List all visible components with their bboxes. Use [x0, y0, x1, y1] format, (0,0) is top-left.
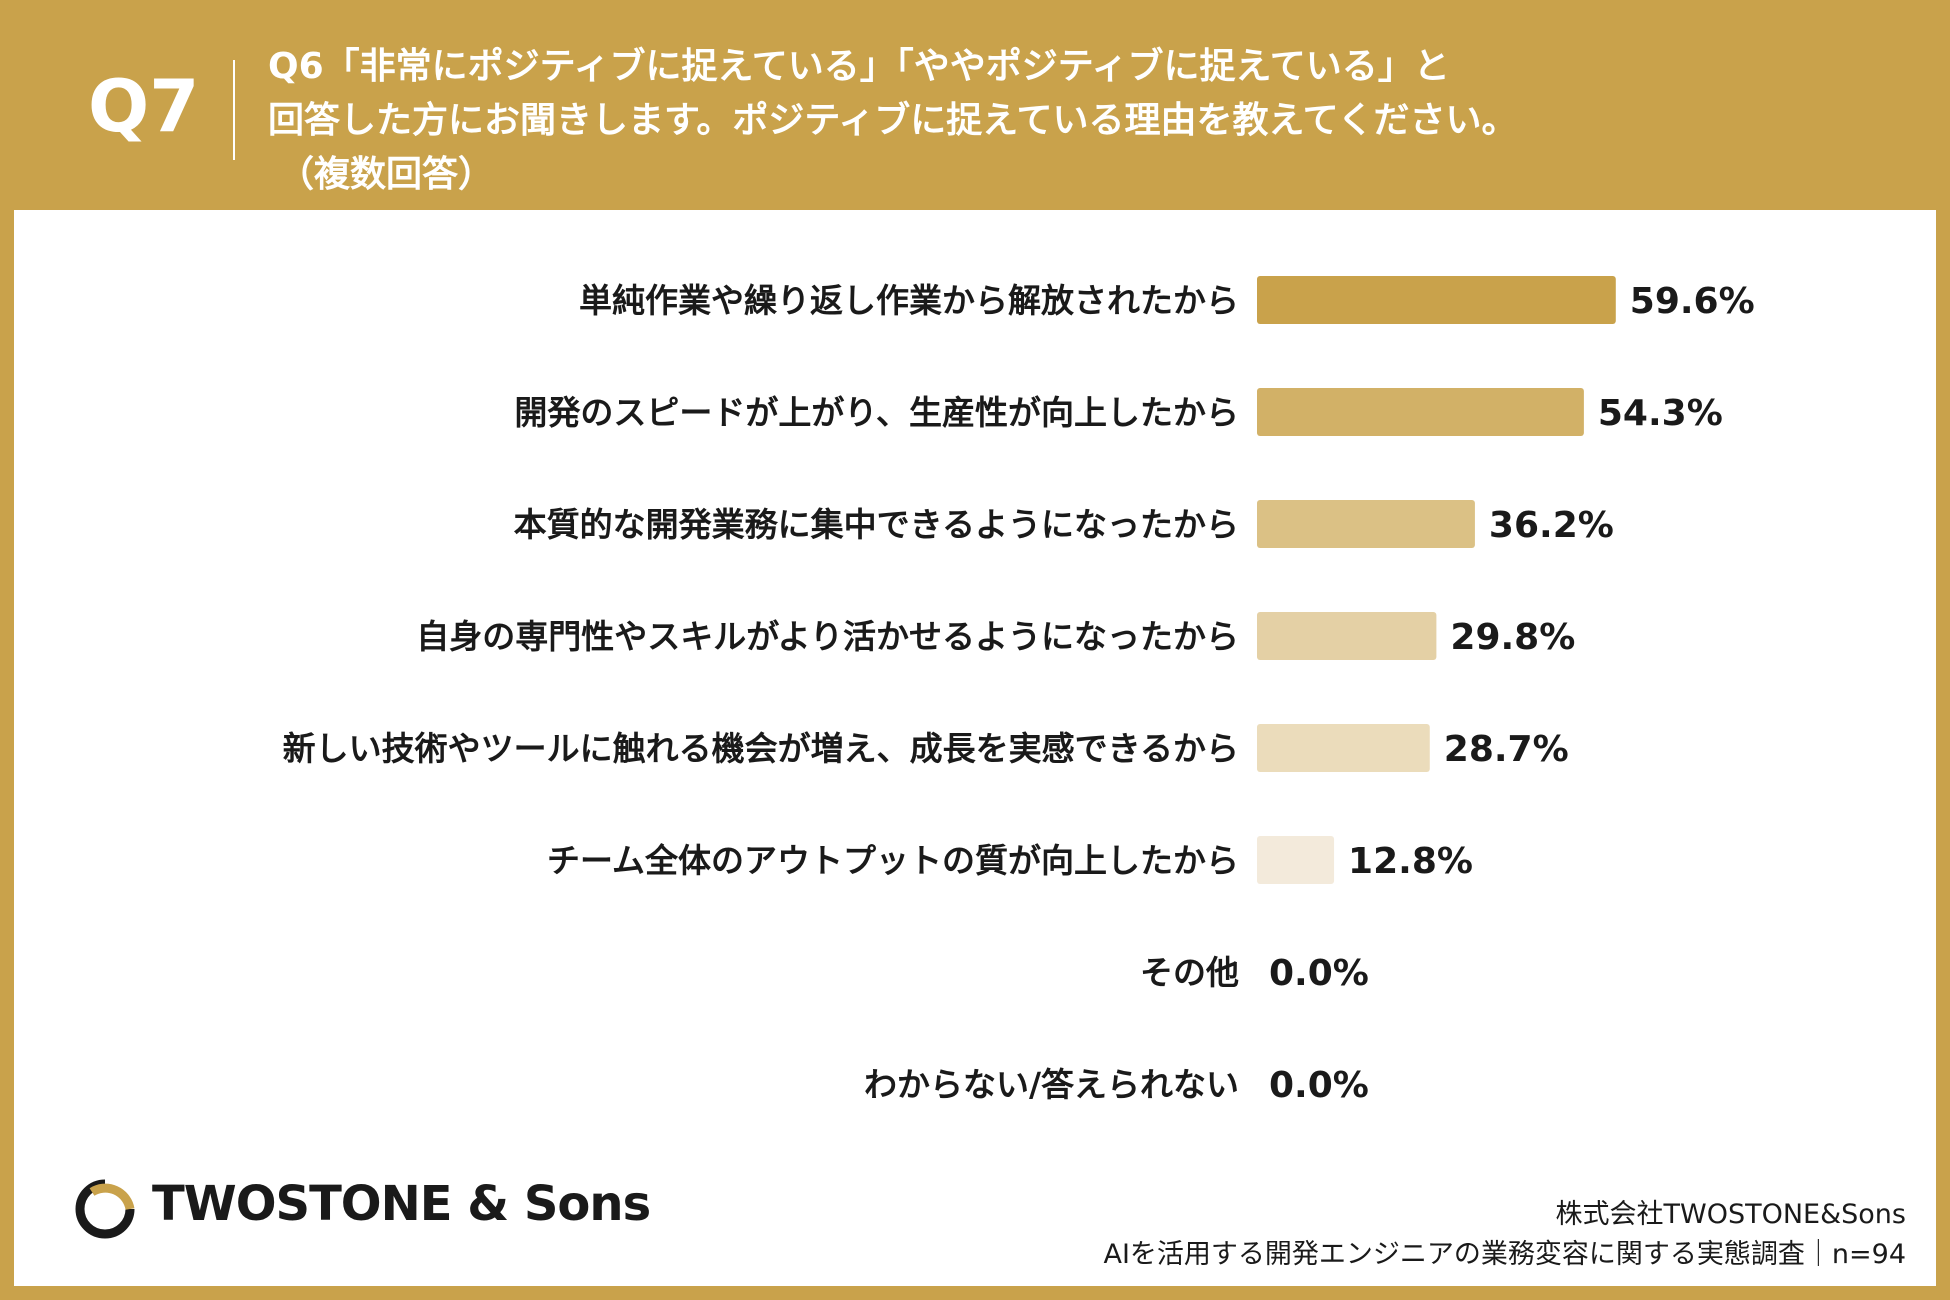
bar: [1257, 276, 1616, 324]
category-label: その他: [1140, 953, 1239, 992]
question-header: Q7 Q6「非常にポジティブに捉えている」「ややポジティブに捉えている」と 回答…: [0, 0, 1950, 210]
value-label: 36.2%: [1489, 505, 1614, 546]
question-line-2: 回答した方にお聞きします。ポジティブに捉えている理由を教えてください。: [268, 100, 1518, 141]
question-number: Q7: [88, 64, 200, 148]
chart-panel: 単純作業や繰り返し作業から解放されたから 59.6% 開発のスピードが上がり、生産性…: [14, 210, 1936, 1286]
footer-company: 株式会社TWOSTONE&Sons: [1555, 1199, 1906, 1230]
category-label: 本質的な開発業務に集中できるようになったから: [514, 505, 1239, 544]
category-label: 新しい技術やツールに触れる機会が増え、成長を実感できるから: [283, 729, 1239, 768]
bar: [1257, 836, 1335, 884]
bar-chart: 単純作業や繰り返し作業から解放されたから 59.6% 開発のスピードが上がり、生産性…: [283, 276, 1755, 1106]
category-label: 自身の専門性やスキルがより活かせるようになったから: [416, 617, 1239, 656]
value-label: 0.0%: [1269, 1065, 1369, 1106]
ring-logo-icon: [75, 1179, 135, 1239]
value-label: 59.6%: [1630, 281, 1755, 322]
question-line-1: Q6「非常にポジティブに捉えている」「ややポジティブに捉えている」と: [268, 46, 1450, 87]
bar: [1257, 724, 1430, 772]
bar: [1257, 612, 1437, 660]
category-label: チーム全体のアウトプットの質が向上したから: [547, 841, 1239, 880]
bar: [1257, 388, 1584, 436]
category-label: 単純作業や繰り返し作業から解放されたから: [579, 281, 1239, 320]
bar: [1257, 500, 1475, 548]
question-note: （複数回答）: [278, 154, 495, 195]
category-label: 開発のスピードが上がり、生産性が向上したから: [514, 393, 1239, 432]
value-label: 54.3%: [1598, 393, 1723, 434]
header-divider: [233, 60, 235, 160]
value-label: 12.8%: [1348, 841, 1473, 882]
value-label: 28.7%: [1444, 729, 1569, 770]
footer-survey: AIを活用する開発エンジニアの業務変容に関する実態調査｜n=94: [1103, 1239, 1906, 1270]
category-label: わからない/答えられない: [864, 1065, 1239, 1104]
value-label: 0.0%: [1269, 953, 1369, 994]
brand-logo-text: TWOSTONE & Sons: [152, 1176, 651, 1232]
value-label: 29.8%: [1450, 617, 1575, 658]
question-text: Q6「非常にポジティブに捉えている」「ややポジティブに捉えている」と 回答した方…: [268, 40, 1518, 202]
footer-info: 株式会社TWOSTONE&Sons AIを活用する開発エンジニアの業務変容に関す…: [1103, 1195, 1906, 1275]
